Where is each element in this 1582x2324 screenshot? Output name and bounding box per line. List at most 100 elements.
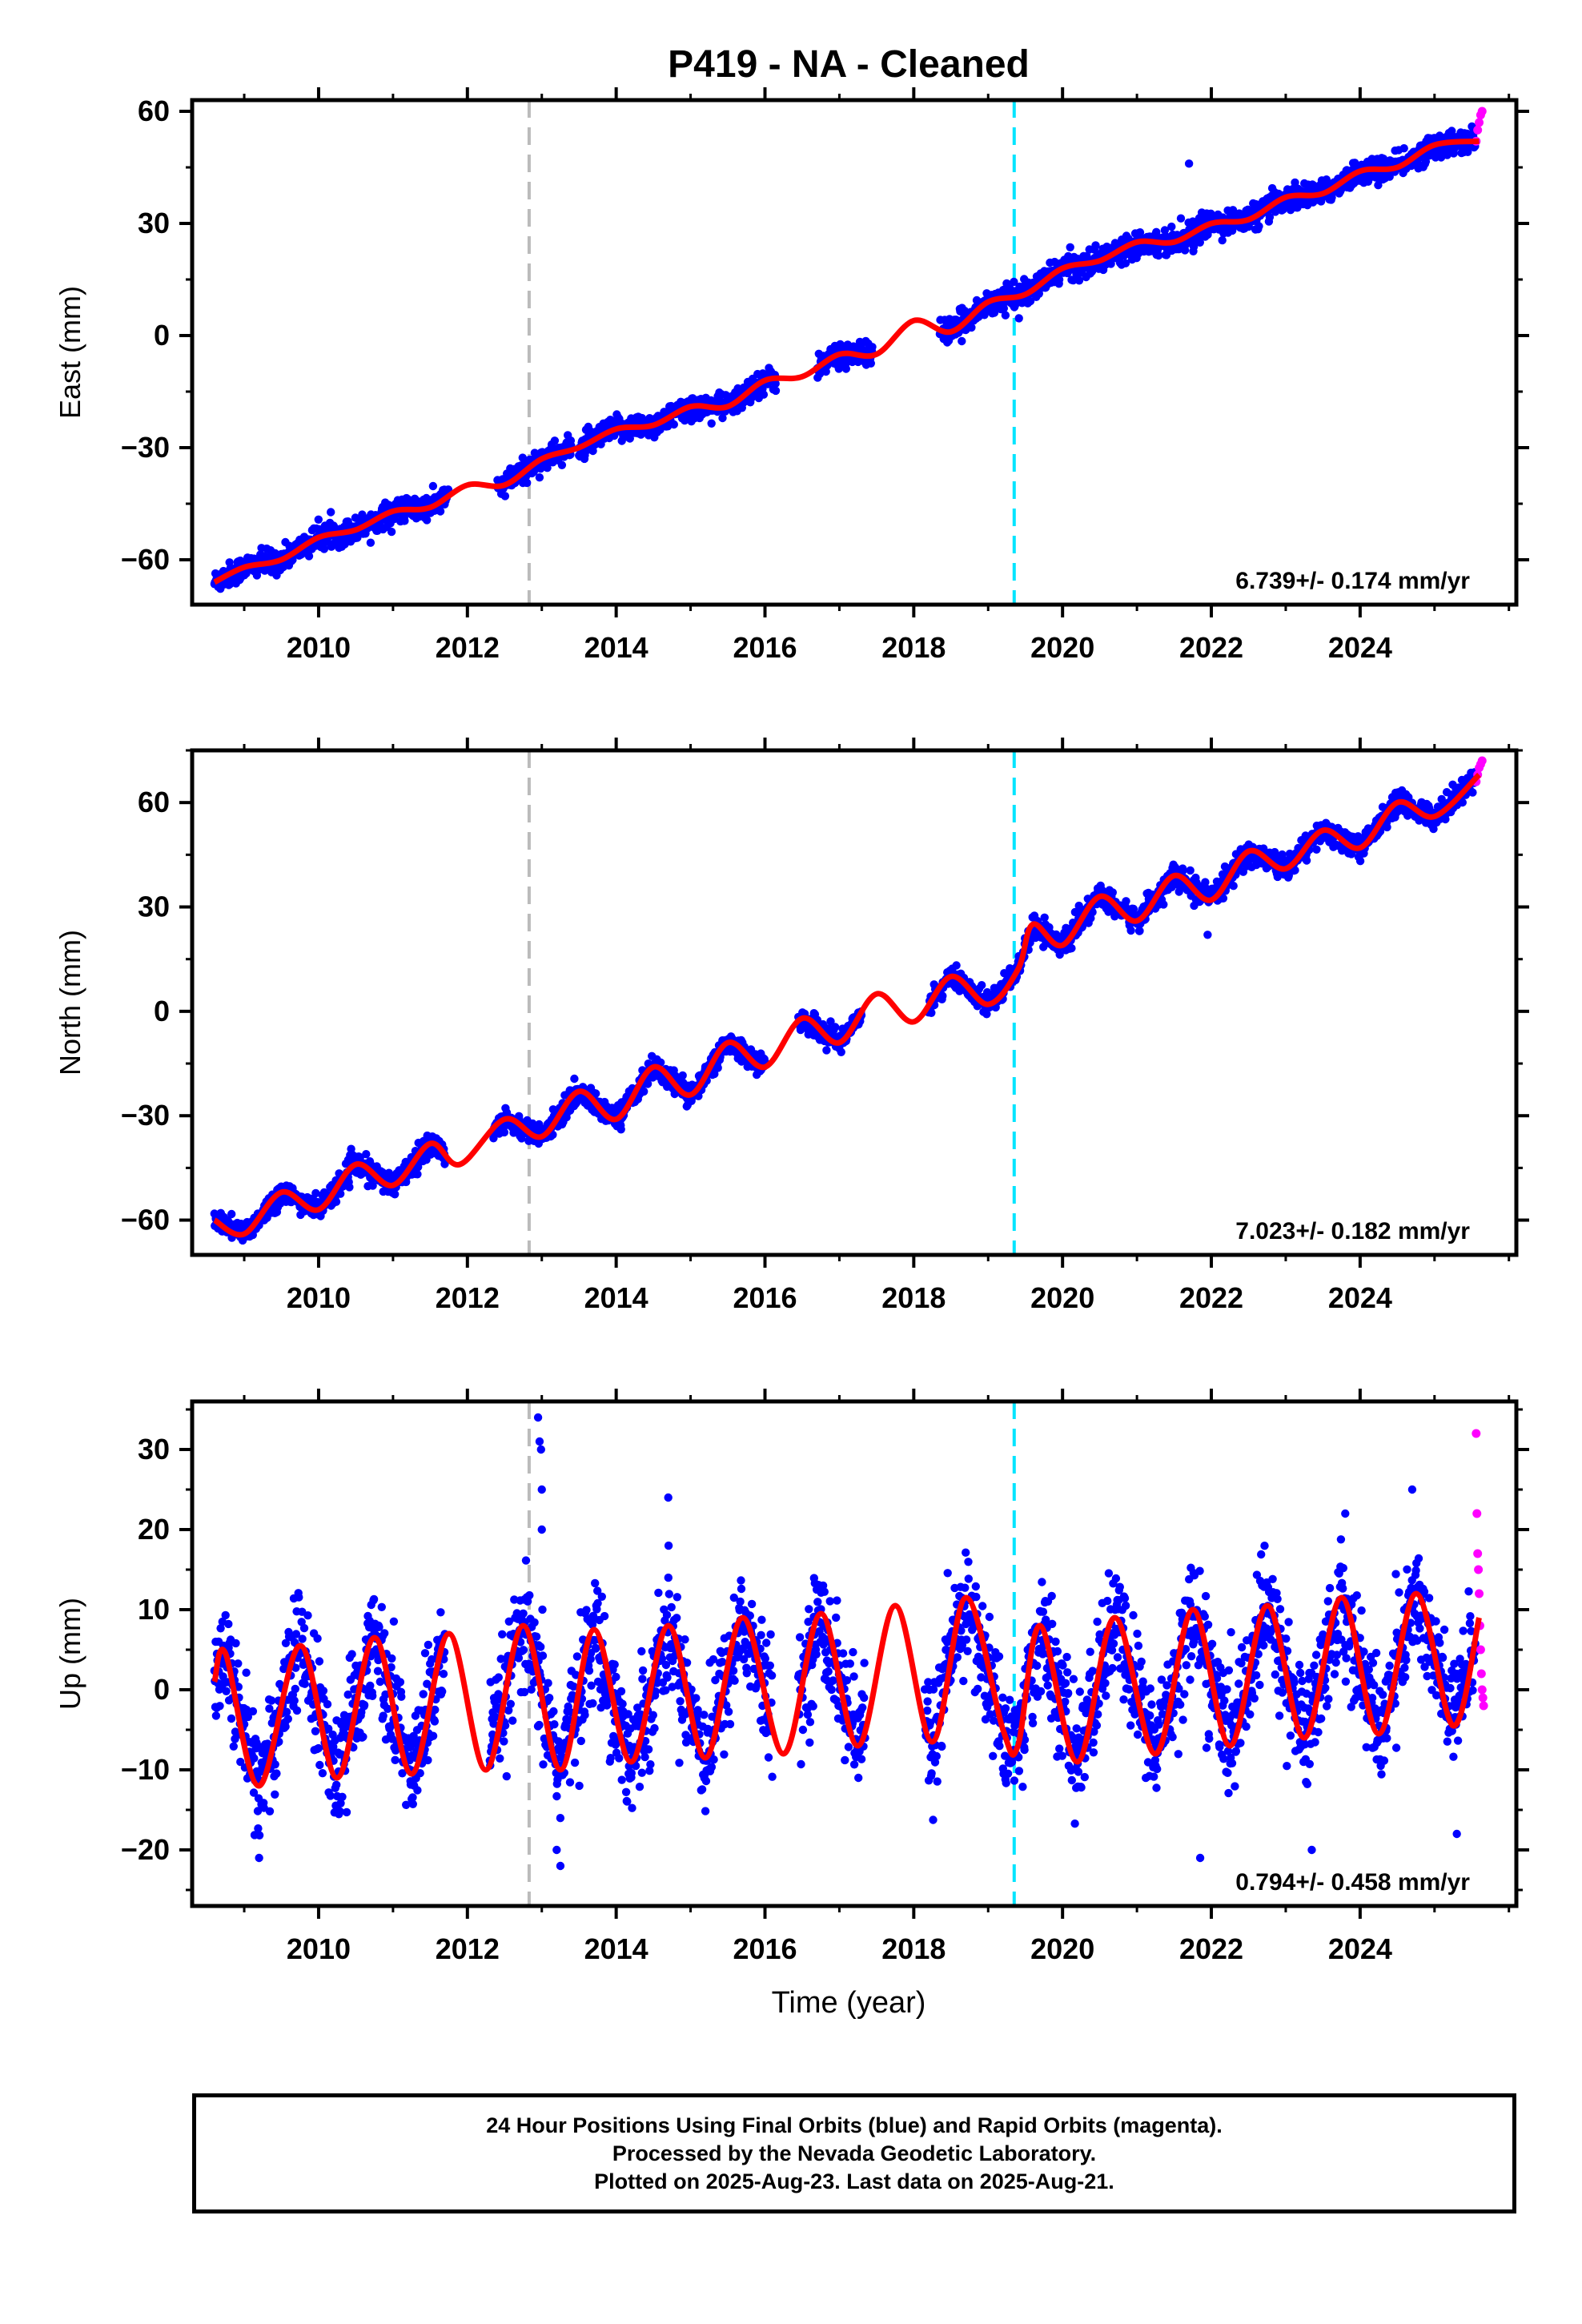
final-orbit-point xyxy=(1026,296,1035,306)
final-orbit-point xyxy=(831,1023,840,1031)
final-orbit-point xyxy=(1135,228,1145,237)
plot-area xyxy=(210,100,1487,605)
y-tick-label: 0 xyxy=(154,319,170,352)
rapid-orbit-point xyxy=(1473,125,1483,135)
final-orbit-point xyxy=(1195,238,1205,247)
model-fit-line xyxy=(213,138,1480,585)
final-orbit-point xyxy=(391,1190,400,1199)
final-orbit-point xyxy=(436,507,445,516)
final-orbit-point xyxy=(1219,894,1228,903)
final-orbit-point xyxy=(1126,926,1135,935)
final-orbit-point xyxy=(1091,241,1100,250)
final-orbit-point xyxy=(414,1163,423,1172)
final-orbit-point xyxy=(1001,311,1010,320)
final-orbit-point xyxy=(500,1128,509,1137)
final-orbit-point xyxy=(982,1010,991,1019)
final-orbit-point xyxy=(1054,275,1064,284)
x-tick-label: 2012 xyxy=(436,631,500,664)
final-orbit-point xyxy=(423,516,432,525)
final-orbit-point xyxy=(345,1183,354,1192)
final-orbit-point xyxy=(1255,222,1263,231)
final-orbit-point xyxy=(1383,822,1391,832)
final-orbit-point xyxy=(868,343,877,352)
rapid-orbit-point xyxy=(1477,107,1487,116)
final-orbit-point xyxy=(1399,144,1408,153)
final-orbit-point xyxy=(1106,259,1115,268)
final-orbit-point xyxy=(1229,882,1238,891)
final-orbit-point xyxy=(314,515,323,524)
final-orbit-point xyxy=(1154,251,1163,260)
final-orbit-point xyxy=(592,1089,600,1098)
final-orbit-point xyxy=(1355,857,1365,866)
rapid-orbit-point xyxy=(1475,118,1484,127)
final-orbit-point xyxy=(1271,847,1279,857)
x-tick-label: 2010 xyxy=(287,631,351,664)
final-orbit-point xyxy=(967,323,976,332)
final-orbit-point xyxy=(1421,157,1431,166)
final-orbit-point xyxy=(678,1071,687,1080)
final-orbit-point xyxy=(713,1063,722,1072)
final-orbit-point xyxy=(1176,214,1186,223)
x-tick-label: 2020 xyxy=(1030,631,1094,664)
final-orbit-point xyxy=(822,1046,831,1055)
final-orbit-point xyxy=(978,981,986,990)
final-orbit-point xyxy=(550,436,560,445)
final-orbit-point xyxy=(1273,872,1283,882)
final-orbit-point xyxy=(927,1008,936,1018)
final-orbit-point xyxy=(841,364,851,373)
final-orbit-point xyxy=(952,961,961,970)
x-tick-label: 2022 xyxy=(1179,631,1243,664)
x-tick-label: 2024 xyxy=(1328,631,1392,664)
final-orbit-point xyxy=(771,386,781,396)
final-orbit-point xyxy=(1447,127,1456,135)
final-orbit-point xyxy=(1437,794,1446,804)
final-orbit-point xyxy=(1010,277,1018,287)
final-orbit-point xyxy=(866,359,876,368)
final-orbit-point xyxy=(588,446,597,456)
final-orbit-point xyxy=(1218,235,1227,245)
final-orbit-point xyxy=(413,1170,422,1179)
final-orbit-point xyxy=(1040,913,1049,923)
final-orbit-point xyxy=(1069,275,1078,285)
final-orbit-point xyxy=(336,1189,345,1198)
panel-frame xyxy=(190,98,1519,607)
final-orbit-point xyxy=(1074,276,1084,285)
final-orbit-point xyxy=(1302,856,1311,865)
outlier-point xyxy=(1184,159,1194,168)
final-orbit-point xyxy=(1122,897,1130,906)
final-orbit-point xyxy=(718,413,727,423)
final-orbit-point xyxy=(643,1080,652,1088)
final-orbit-point xyxy=(1167,222,1176,231)
final-orbit-point xyxy=(1055,950,1064,959)
final-orbit-point xyxy=(366,538,375,547)
final-orbit-point xyxy=(707,419,716,428)
final-orbit-point xyxy=(1152,227,1161,236)
final-orbit-point xyxy=(535,473,544,482)
final-orbit-point xyxy=(319,545,329,553)
x-tick-label: 2016 xyxy=(733,631,797,664)
figure-title: P419 - NA - Cleaned xyxy=(668,43,1030,86)
final-orbits-series xyxy=(210,122,1480,593)
final-orbit-point xyxy=(759,390,769,399)
final-orbit-point xyxy=(771,379,780,388)
final-orbit-point xyxy=(1088,907,1097,917)
final-orbit-point xyxy=(368,1181,377,1190)
final-orbit-point xyxy=(1014,314,1023,323)
final-orbit-point xyxy=(958,336,966,346)
final-orbit-point xyxy=(543,464,552,472)
x-tick-label: 2014 xyxy=(584,631,648,664)
final-orbit-point xyxy=(1066,243,1074,251)
final-orbit-point xyxy=(227,1209,236,1219)
final-orbit-point xyxy=(710,1069,719,1079)
final-orbit-point xyxy=(311,1188,320,1198)
y-tick-label: −30 xyxy=(121,431,170,464)
final-orbit-point xyxy=(999,304,1009,313)
final-orbit-point xyxy=(826,1017,835,1026)
final-orbit-point xyxy=(440,1160,449,1168)
final-orbit-point xyxy=(1278,850,1287,859)
final-orbit-point xyxy=(1186,866,1195,875)
y-tick-label: 30 xyxy=(138,207,170,239)
